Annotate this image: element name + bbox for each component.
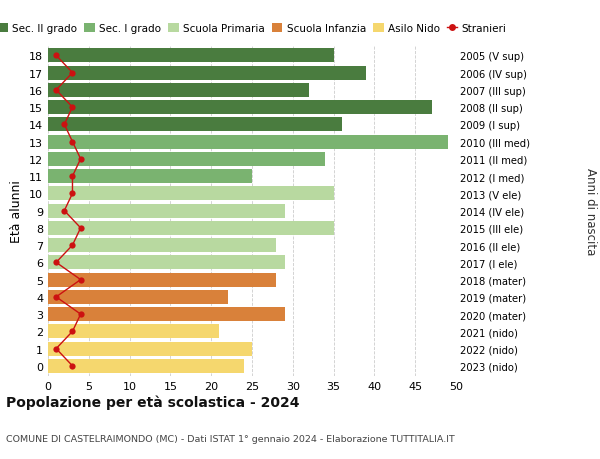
Bar (48, 67, 366, 80)
Bar (48, 221, 334, 235)
Bar (48, 135, 448, 149)
Text: Popolazione per età scolastica - 2024: Popolazione per età scolastica - 2024 (6, 395, 299, 409)
Bar (48, 49, 334, 63)
Legend: Sec. II grado, Sec. I grado, Scuola Primaria, Scuola Infanzia, Asilo Nido, Stran: Sec. II grado, Sec. I grado, Scuola Prim… (0, 24, 506, 34)
Bar (48, 359, 244, 373)
Bar (48, 152, 325, 167)
Bar (48, 239, 277, 252)
Y-axis label: Età alunni: Età alunni (10, 180, 23, 242)
Bar (48, 256, 284, 270)
Bar (48, 290, 227, 304)
Bar (48, 308, 284, 321)
Bar (48, 84, 309, 98)
Bar (48, 204, 284, 218)
Bar (48, 101, 431, 115)
Bar (48, 187, 334, 201)
Bar (48, 325, 220, 339)
Bar (48, 273, 277, 287)
Bar (48, 170, 252, 184)
Text: Anni di nascita: Anni di nascita (584, 168, 597, 255)
Text: COMUNE DI CASTELRAIMONDO (MC) - Dati ISTAT 1° gennaio 2024 - Elaborazione TUTTIT: COMUNE DI CASTELRAIMONDO (MC) - Dati IST… (6, 434, 455, 442)
Bar (48, 342, 252, 356)
Bar (48, 118, 342, 132)
